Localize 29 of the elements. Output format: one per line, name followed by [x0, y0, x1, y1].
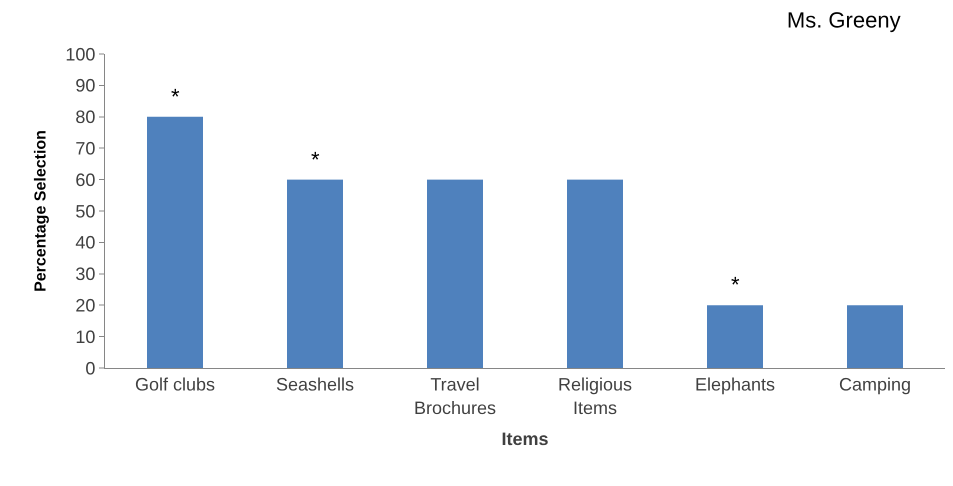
- annotation: *: [311, 147, 320, 172]
- y-tick-label: 90: [75, 76, 96, 96]
- y-axis-title: Percentage Selection: [32, 130, 50, 292]
- x-tick-label: Religious Items: [558, 374, 632, 418]
- bar: [707, 305, 763, 368]
- y-tick-label: 70: [75, 138, 96, 158]
- annotation: *: [171, 84, 180, 109]
- bar: [427, 180, 483, 368]
- x-axis-title: Items: [501, 429, 549, 450]
- bar: [567, 180, 623, 368]
- x-tick-label: Travel Brochures: [414, 374, 496, 418]
- y-tick-label: 80: [75, 107, 96, 128]
- x-tick-label: Golf clubs: [134, 374, 216, 395]
- annotation: *: [731, 272, 740, 297]
- x-tick-label: Seashells: [276, 374, 354, 395]
- chart-title: Ms. Greeny: [786, 8, 901, 33]
- y-tick-label: 100: [65, 44, 96, 64]
- bar: [147, 116, 203, 368]
- bar: [847, 305, 903, 368]
- x-tick-label: Elephants: [694, 374, 776, 395]
- bar: [287, 180, 343, 368]
- y-tick-label: 20: [75, 296, 96, 316]
- y-tick-label: 60: [75, 170, 96, 190]
- y-tick-label: 0: [85, 358, 96, 378]
- x-tick-label: Camping: [838, 374, 912, 395]
- y-tick-label: 40: [75, 232, 96, 253]
- y-tick-label: 30: [75, 264, 96, 284]
- y-tick-label: 10: [75, 326, 96, 347]
- y-tick-label: 50: [75, 201, 96, 222]
